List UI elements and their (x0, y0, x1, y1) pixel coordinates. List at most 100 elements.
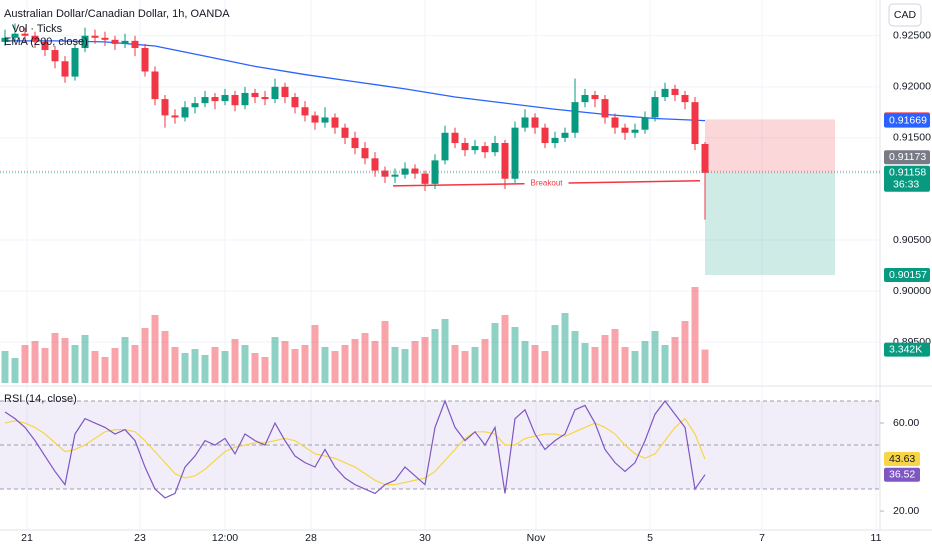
volume-bar (411, 341, 419, 383)
volume-bar (621, 347, 629, 383)
candle-body (191, 103, 199, 108)
volume-bar (111, 348, 119, 383)
candle-body (271, 86, 279, 100)
rsi-tag-label: 43.63 (889, 453, 915, 465)
volume-title: Vol · Ticks (12, 23, 63, 35)
volume-bar (271, 337, 279, 383)
volume-bar (51, 333, 59, 383)
volume-bar (531, 345, 539, 383)
ema-title: EMA (200, close) (4, 36, 88, 48)
volume-bar (601, 335, 609, 383)
candle-body (251, 92, 259, 98)
candle-body (421, 173, 429, 184)
x-tick-label: 7 (759, 532, 765, 544)
candle-body (621, 127, 629, 133)
candle-body (101, 37, 109, 40)
candle-body (281, 86, 289, 98)
volume-bar (501, 315, 509, 383)
volume-bar (251, 353, 259, 383)
volume-bar (241, 345, 249, 383)
candle-body (131, 40, 139, 49)
candle-body (311, 115, 319, 123)
volume-bar (391, 347, 399, 383)
volume-bar (591, 347, 599, 383)
y-tick-label: 0.92000 (893, 81, 931, 93)
volume-bar (91, 351, 99, 383)
candle-body (61, 61, 69, 77)
candle-body (561, 132, 569, 138)
volume-bar (631, 351, 639, 383)
target-zone (705, 172, 835, 276)
chart-title: Australian Dollar/Canadian Dollar, 1h, O… (4, 8, 230, 20)
volume-bar (651, 331, 659, 383)
volume-bar (521, 341, 529, 383)
candle-body (21, 33, 29, 36)
volume-bar (41, 348, 49, 383)
candle-body (91, 35, 99, 38)
volume-bar (181, 353, 189, 383)
volume-bar (341, 345, 349, 383)
price-tag-label: 0.91173 (889, 151, 926, 163)
candle-body (641, 117, 649, 130)
volume-tag-label: 3.342K (889, 343, 922, 355)
candle-body (531, 117, 539, 128)
y-tick-label: 0.91500 (893, 132, 931, 144)
volume-bar (31, 341, 39, 383)
x-tick-label: Nov (527, 532, 546, 544)
candle-body (201, 97, 209, 104)
x-tick-label: 30 (419, 532, 431, 544)
rsi-tick-label: 20.00 (893, 505, 919, 517)
candle-body (221, 94, 229, 102)
candle-body (361, 148, 369, 159)
volume-bar (701, 349, 709, 383)
volume-bar (551, 325, 559, 383)
volume-bar (481, 339, 489, 383)
candle-body (661, 88, 669, 98)
rsi-title: RSI (14, close) (4, 393, 77, 405)
candle-body (261, 97, 269, 100)
volume-bar (581, 343, 589, 383)
volume-bar (11, 358, 19, 383)
currency[interactable]: CAD (894, 9, 917, 21)
volume-tag (884, 342, 930, 357)
breakout-label-bg (524, 177, 569, 189)
candle-body (121, 40, 129, 44)
price-tag-label: 0.90157 (889, 269, 927, 281)
candle-body (1, 37, 9, 42)
volume-bar (571, 331, 579, 383)
candle-body (381, 170, 389, 177)
candle-body (211, 97, 219, 102)
candle-body (511, 127, 519, 179)
volume-bar (401, 349, 409, 383)
candle-body (41, 41, 49, 51)
y-tick-label: 0.90500 (893, 234, 931, 246)
volume-bar (331, 351, 339, 383)
x-tick-label: 28 (305, 532, 317, 544)
x-tick-label: 5 (647, 532, 653, 544)
candle-body (601, 99, 609, 118)
candle-body (491, 142, 499, 153)
volume-bar (141, 328, 149, 383)
volume-bar (221, 351, 229, 383)
rsi-line (4, 399, 706, 499)
currency-button[interactable] (888, 3, 922, 27)
volume-bar (511, 327, 519, 383)
candle-body (321, 117, 329, 123)
volume-bar (231, 339, 239, 383)
y-tick-label: 0.92500 (893, 30, 931, 42)
candle-body (81, 35, 89, 49)
y-tick-label: 0.90000 (893, 285, 931, 297)
candle-body (631, 129, 639, 133)
volume-bar (121, 337, 129, 383)
x-tick-label: 11 (871, 532, 882, 544)
volume-bar (71, 345, 79, 383)
candle-body (501, 142, 509, 179)
volume-bar (441, 319, 449, 383)
candle-body (461, 142, 469, 151)
volume-bar (171, 347, 179, 383)
volume-bar (281, 341, 289, 383)
price-tag (884, 150, 930, 165)
volume-bar (541, 351, 549, 383)
volume-bar (351, 339, 359, 383)
